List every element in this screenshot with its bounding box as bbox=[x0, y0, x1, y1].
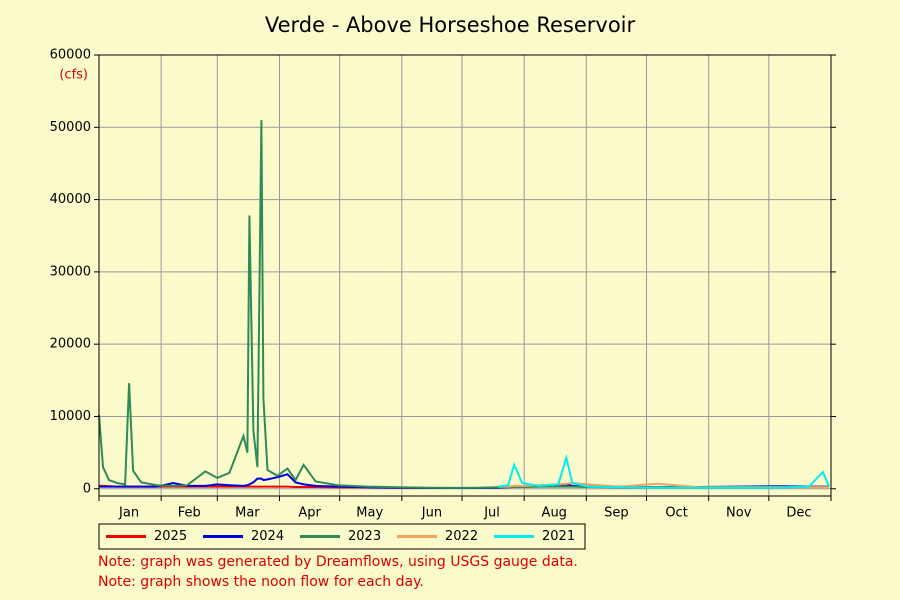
x-tick-label: Jun bbox=[421, 506, 442, 521]
legend-label: 2025 bbox=[154, 529, 187, 544]
x-tick-label: Jul bbox=[483, 506, 500, 521]
y-tick-label: 60000 bbox=[50, 48, 91, 63]
x-tick-label: May bbox=[356, 506, 383, 521]
legend-label: 2021 bbox=[542, 529, 575, 544]
lines bbox=[98, 120, 830, 489]
y-tick-label: 0 bbox=[83, 481, 91, 496]
series-line bbox=[497, 453, 830, 489]
legend-box bbox=[98, 523, 586, 550]
x-tick-label: Dec bbox=[786, 506, 811, 521]
note: Note: graph was generated by Dreamflows,… bbox=[98, 554, 578, 570]
y-tick-label: 20000 bbox=[50, 337, 91, 352]
note: Note: graph shows the noon flow for each… bbox=[98, 574, 424, 590]
y-tick-label: 50000 bbox=[50, 120, 91, 135]
legend-label: 2022 bbox=[445, 529, 478, 544]
x-tick-label: Apr bbox=[298, 506, 321, 521]
y-tick-label: 40000 bbox=[50, 192, 91, 207]
x-tick-label: Feb bbox=[178, 506, 201, 521]
chart-title: Verde - Above Horseshoe Reservoir bbox=[265, 13, 636, 37]
y-tick-label: 10000 bbox=[50, 409, 91, 424]
plot-frame bbox=[98, 54, 832, 497]
x-tick-label: Jan bbox=[118, 506, 139, 521]
x-tick-label: Nov bbox=[726, 506, 752, 521]
x-tick-label: Sep bbox=[604, 506, 629, 521]
x-tick-label: Aug bbox=[542, 506, 567, 521]
x-tick-label: Oct bbox=[665, 506, 687, 521]
y-tick-label: 30000 bbox=[50, 264, 91, 279]
legend-label: 2024 bbox=[251, 529, 284, 544]
x-tick-label: Mar bbox=[235, 506, 260, 521]
y-unit-label: (cfs) bbox=[59, 68, 88, 83]
legend-label: 2023 bbox=[348, 529, 381, 544]
